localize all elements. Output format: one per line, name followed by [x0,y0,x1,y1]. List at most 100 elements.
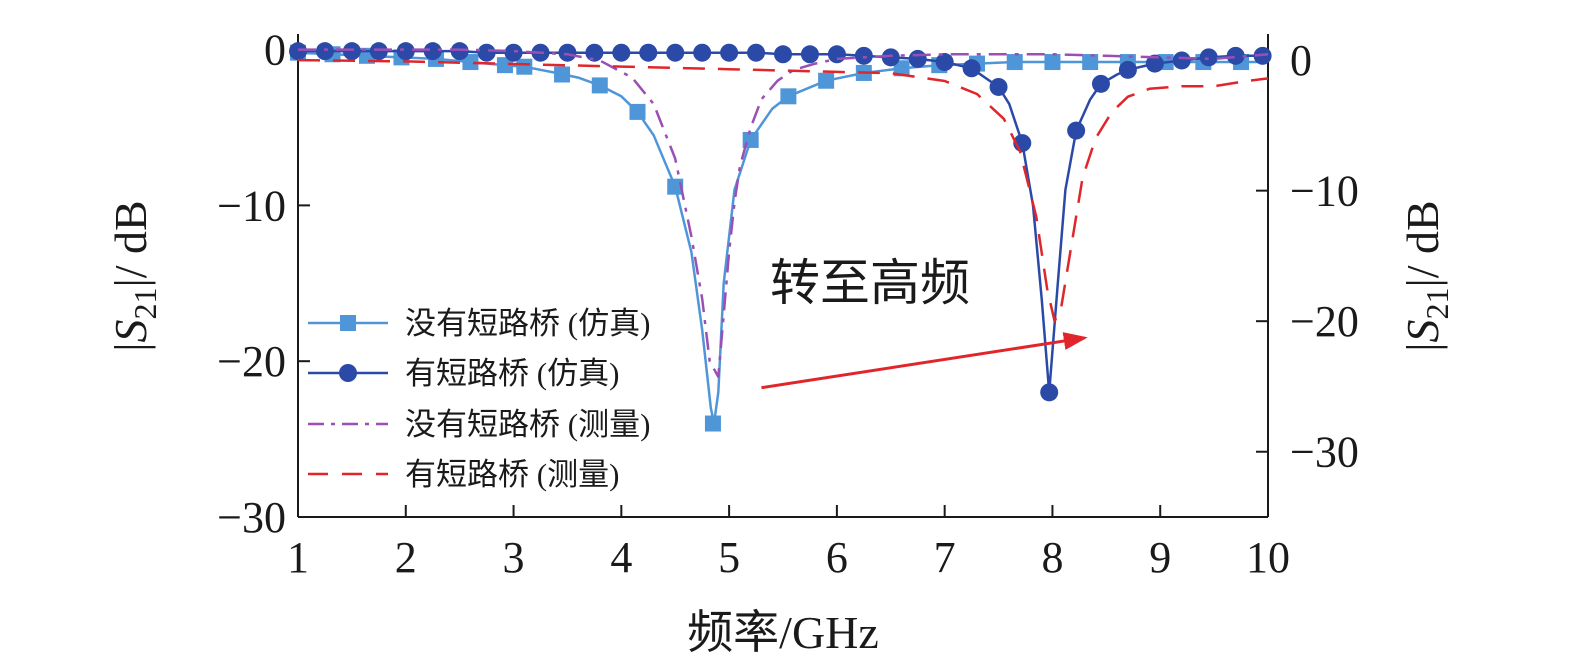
x-tick-label: 3 [503,533,525,582]
x-tick-label: 10 [1246,533,1290,582]
series-1-point [629,103,646,120]
series-1-point [496,57,513,74]
y-right-tick-label: −30 [1290,428,1359,477]
series-2-point [693,43,712,62]
series-2-point [908,49,927,68]
series-1-point [516,58,533,75]
series-2-point [881,48,900,67]
series-2-point [558,43,577,62]
y-right-axis-title-text: |S21|/ dB [1397,200,1455,351]
legend-entry-3: 没有短路桥 (测量) [308,407,650,442]
legend-label-3: 没有短路桥 (测量) [405,407,650,442]
series-1-point [780,88,797,105]
x-tick-label: 2 [395,533,417,582]
series-2-point [989,77,1008,96]
annotation-text: 转至高频 [770,255,970,311]
y-right-tick-label: 0 [1290,36,1312,85]
series-2-point [585,43,604,62]
annotation: 转至高频 [761,255,1088,390]
legend-label-1: 没有短路桥 (仿真) [405,306,650,341]
y-right-axis-title-symbol: S [1397,319,1448,342]
series-2-point [827,45,846,64]
y-right-tick-label: −20 [1290,297,1359,346]
series-2-point [962,59,981,78]
y-left-tick-label: −20 [217,337,286,386]
series-2-point [289,42,307,61]
series-2-point [1118,60,1137,79]
legend-label-2: 有短路桥 (仿真) [405,356,619,391]
axes: 1 2 3 4 5 6 7 8 9 100−10−20−300−10−20−30频率/GHz|S2… [105,26,1455,658]
legend-marker-1 [340,315,356,331]
y-left-axis-title-prefix: | [105,342,156,351]
y-left-tick-label: 0 [264,26,286,75]
series-2-point [854,46,873,65]
series-2-point [935,53,954,72]
x-tick-label: 6 [826,533,848,582]
series-2-point [747,43,766,62]
y-left-axis-title-text: |S21|/ dB [105,200,163,351]
series-2-point [423,42,442,61]
series-2 [289,42,1272,402]
series-3 [298,48,1269,379]
legend-label-4: 有短路桥 (测量) [405,457,619,492]
series-2-point [1172,51,1191,70]
series-1-point [1006,54,1023,71]
annotation-arrow [761,332,1088,390]
series-2-point [774,45,792,64]
y-left-axis-title-subscript: 21 [127,287,163,319]
series-2-point [612,43,631,62]
series-1-point [462,54,479,71]
y-right-axis-title-suffix: |/ dB [1397,200,1448,287]
legend: 没有短路桥 (仿真) 有短路桥 (仿真) 没有短路桥 (测量) 有短路桥 (测量) [308,306,650,492]
series-1-point [893,60,910,77]
x-tick-label: 8 [1041,533,1063,582]
legend-entry-1: 没有短路桥 (仿真) [308,306,650,341]
series-2-point [450,42,469,61]
legend-marker-2 [339,364,357,382]
series-2-point [1040,383,1059,402]
series-2-point [504,43,523,62]
series-1-point [554,66,571,83]
series-2-point [666,43,685,62]
series-1-point [1044,54,1061,71]
series-1-point [591,77,608,94]
y-left-tick-label: −30 [217,493,286,542]
series-layer [289,42,1272,432]
x-tick-label: 9 [1149,533,1171,582]
series-2-point [342,42,361,61]
y-left-axis-title-symbol: S [105,319,156,342]
legend-entry-4: 有短路桥 (测量) [308,457,619,492]
x-tick-label: 5 [718,533,740,582]
series-2-point [1091,74,1110,93]
series-2-point [1067,121,1086,140]
x-tick-label: 1 [287,533,309,582]
legend-entry-2: 有短路桥 (仿真) [308,356,619,391]
y-right-axis-title: |S21|/ dB [1397,200,1455,351]
series-1-point [818,72,835,89]
series-2-point [315,42,334,61]
series-4-line [297,58,1269,323]
series-2-point [639,43,658,62]
series-3-line [298,48,1269,379]
series-4 [297,58,1269,323]
series-2-point [477,43,496,62]
series-2-point [396,42,415,61]
x-tick-label: 7 [934,533,956,582]
series-2-point [720,43,739,62]
y-left-axis-title: |S21|/ dB [105,200,163,351]
y-left-tick-label: −10 [217,181,286,230]
series-2-point [1199,48,1218,67]
series-2-point [1145,54,1164,73]
x-tick-label: 4 [610,533,632,582]
series-1-point [1082,54,1099,71]
y-right-axis-title-subscript: 21 [1419,287,1455,319]
x-axis-title: 频率/GHz [687,607,879,658]
series-2-point [1226,46,1245,65]
y-right-tick-label: −10 [1290,167,1359,216]
series-2-point [369,42,388,61]
y-right-axis-title-prefix: | [1397,342,1448,351]
series-1-point [704,415,721,432]
series-2-point [800,45,819,64]
